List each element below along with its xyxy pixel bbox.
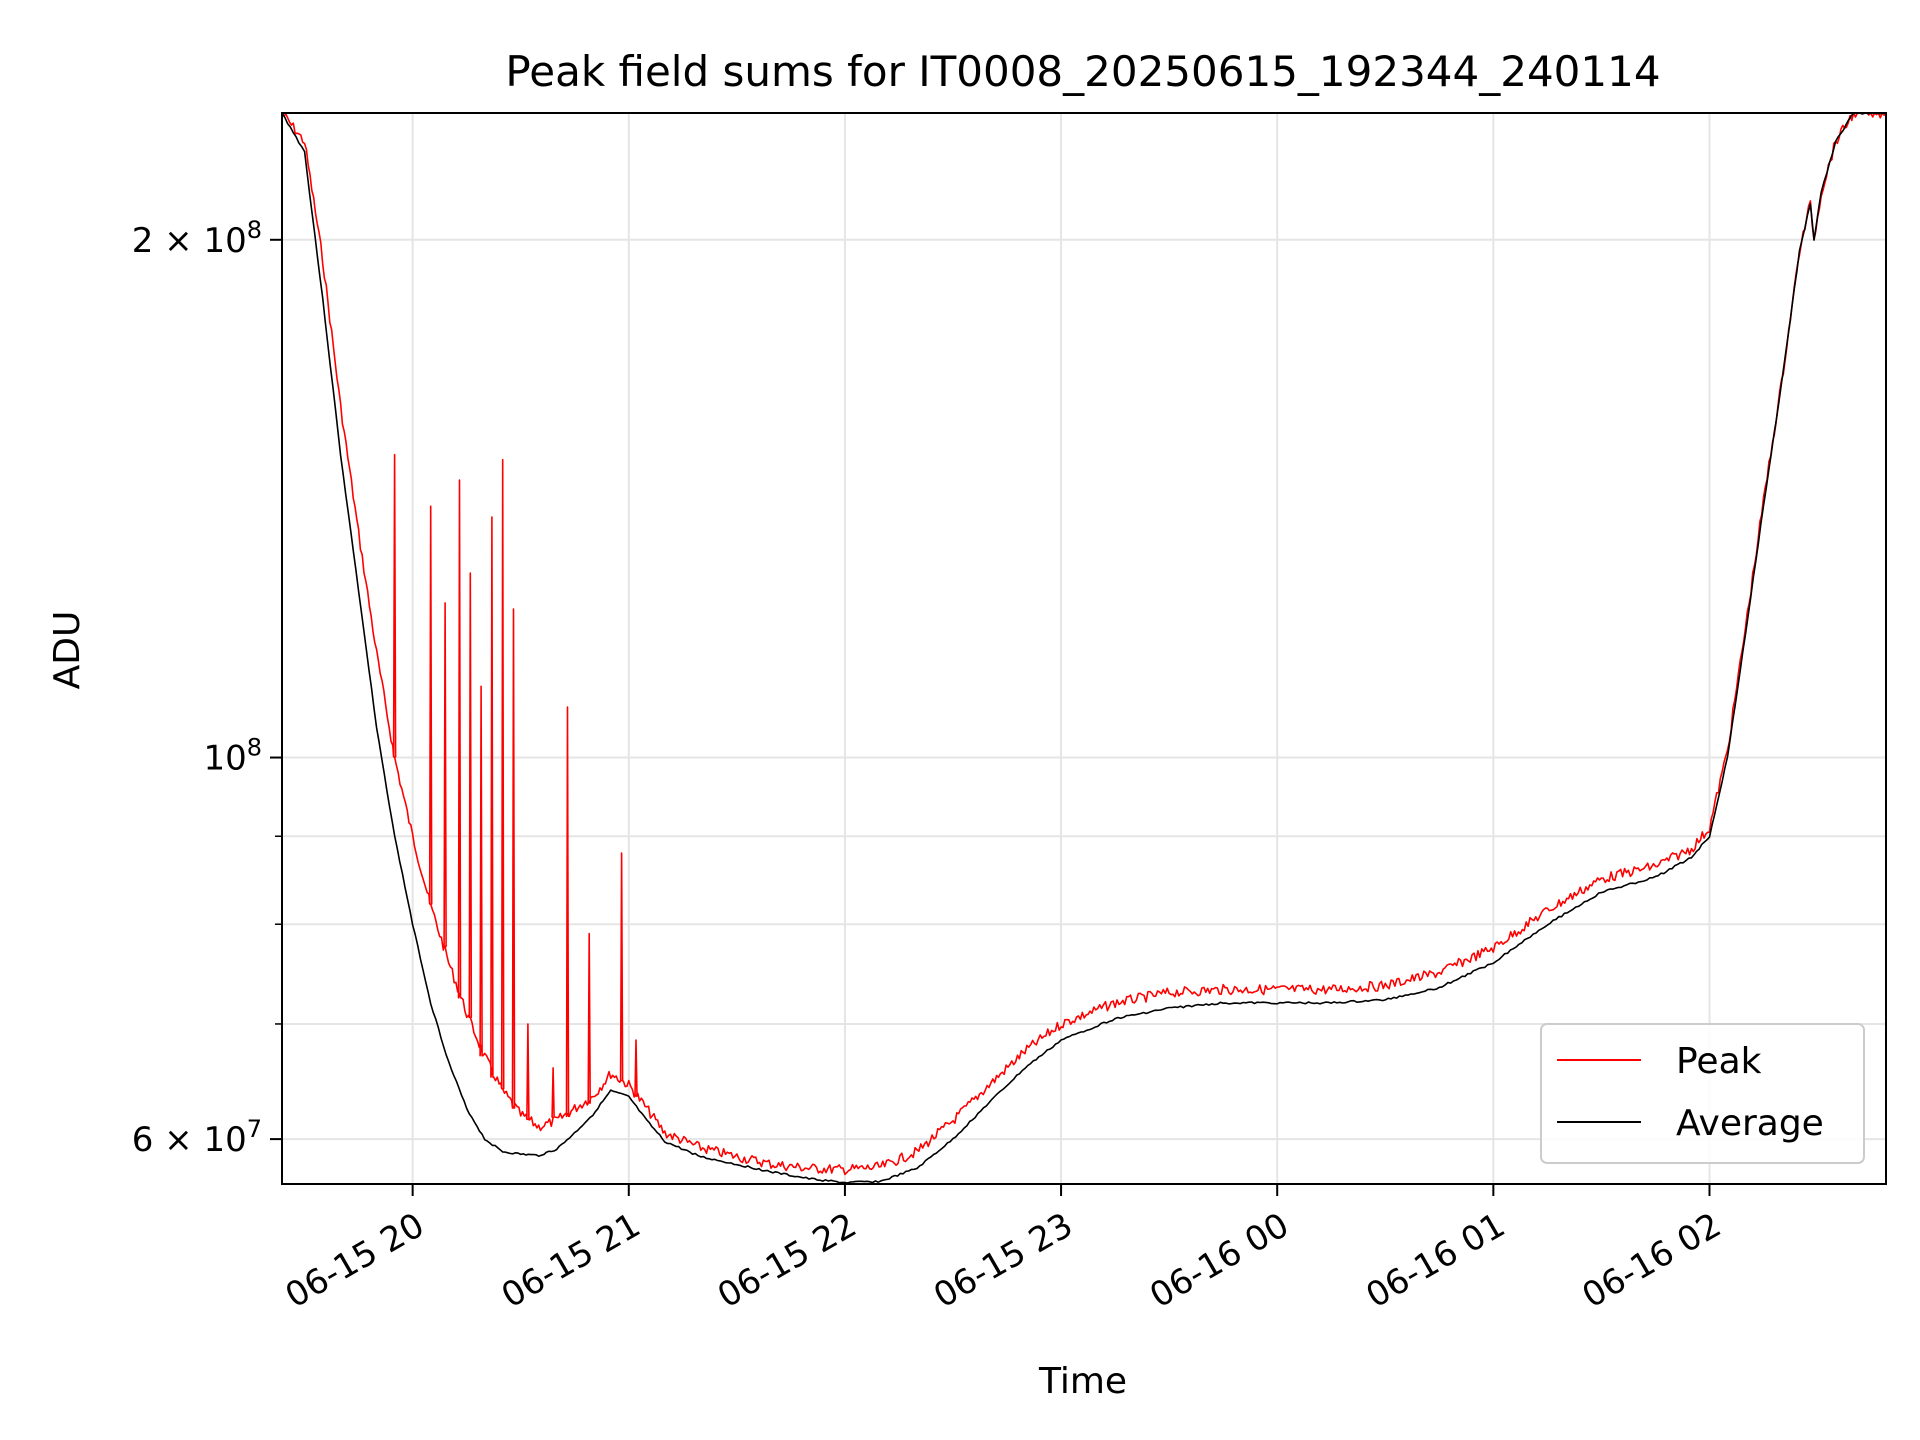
y-axis-label: ADU: [47, 611, 88, 690]
legend-label-peak: Peak: [1676, 1041, 1762, 1082]
y-tick-label: 6 × 107: [132, 1115, 262, 1160]
y-axis: 6 × 107 108 2 × 108: [132, 216, 282, 1160]
series-average-line: [281, 112, 1886, 1184]
grid: [282, 113, 1886, 1184]
series-layer: [281, 112, 1887, 1184]
y-tick-label: 108: [203, 734, 262, 779]
legend: Peak Average: [1540, 1023, 1865, 1164]
x-axis-label: Time: [1038, 1361, 1127, 1402]
series-peak-line: [281, 112, 1887, 1176]
plot-frame: [281, 112, 1887, 1185]
y-tick-label: 2 × 108: [132, 216, 262, 261]
legend-box: [1540, 1023, 1865, 1164]
legend-label-average: Average: [1676, 1103, 1824, 1144]
chart-title: Peak field sums for IT0008_20250615_1923…: [505, 47, 1660, 96]
